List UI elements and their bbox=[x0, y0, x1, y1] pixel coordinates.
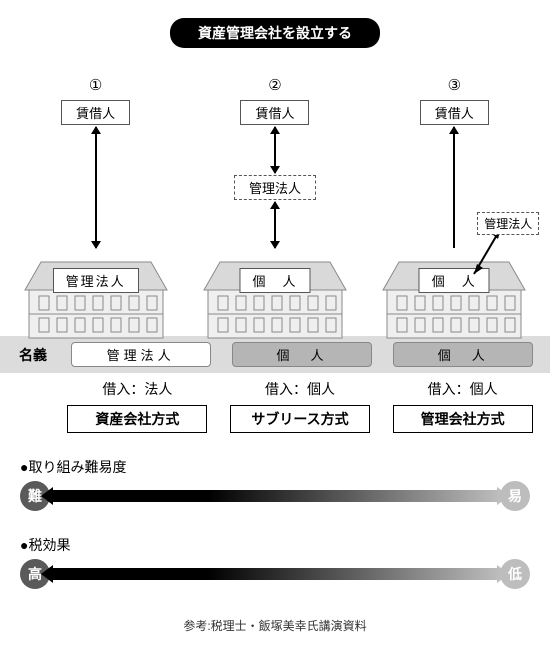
arrow-icon bbox=[274, 127, 276, 173]
ownership-cell: 個 人 bbox=[232, 342, 372, 367]
scale-block: ●税効果高低 bbox=[20, 535, 530, 589]
scale-title: ●税効果 bbox=[20, 535, 530, 555]
building-icon: 管理法人 bbox=[21, 250, 171, 340]
building-icon: 個 人 bbox=[200, 250, 350, 340]
gradient-arrow-icon bbox=[50, 490, 500, 502]
building-icon: 個 人管理法人 bbox=[379, 250, 529, 340]
column-number: ② bbox=[268, 76, 281, 94]
ownership-cell: 管理法人 bbox=[71, 342, 211, 367]
loan-label: 借入：個人 bbox=[393, 379, 533, 399]
loan-label: 借入：法人 bbox=[67, 379, 207, 399]
method-name-box: 管理会社方式 bbox=[393, 405, 533, 433]
column-number: ① bbox=[89, 76, 102, 94]
roof-owner-box: 管理法人 bbox=[53, 268, 139, 293]
footnote: 参考:税理士・飯塚美幸氏講演資料 bbox=[0, 617, 550, 634]
method-name-box: サブリース方式 bbox=[230, 405, 370, 433]
tenant-box: 賃借人 bbox=[61, 100, 130, 125]
method-name-box: 資産会社方式 bbox=[67, 405, 207, 433]
column-number: ③ bbox=[448, 76, 461, 94]
roof-owner-box: 個 人 bbox=[239, 268, 310, 293]
scale-block: ●取り組み難易度難易 bbox=[20, 457, 530, 511]
loan-label: 借入：個人 bbox=[230, 379, 370, 399]
mgmt-company-box: 管理法人 bbox=[234, 175, 316, 200]
tenant-box: 賃借人 bbox=[240, 100, 309, 125]
ownership-row-label: 名義 bbox=[6, 345, 60, 365]
ownership-cell: 個 人 bbox=[393, 342, 533, 367]
page-title: 資産管理会社を設立する bbox=[170, 18, 380, 48]
scheme-column-3: ③ 賃借人 個 人管理法人 bbox=[374, 76, 534, 340]
arrow-icon bbox=[274, 202, 276, 248]
scale-title: ●取り組み難易度 bbox=[20, 457, 530, 477]
mgmt-company-box: 管理法人 bbox=[477, 212, 539, 235]
arrow-icon bbox=[95, 127, 97, 248]
scheme-column-2: ② 賃借人管理法人 個 人 bbox=[195, 76, 355, 340]
tenant-box: 賃借人 bbox=[420, 100, 489, 125]
gradient-arrow-icon bbox=[50, 568, 500, 580]
scheme-column-1: ① 賃借人 管理法人 bbox=[16, 76, 176, 340]
